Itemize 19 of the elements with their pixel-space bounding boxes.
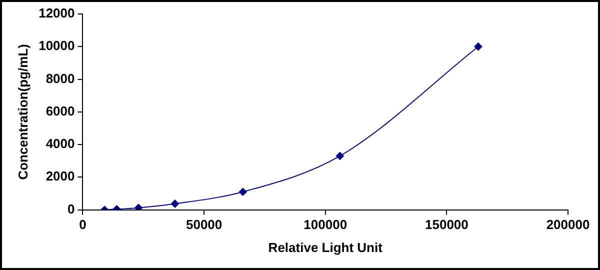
y-tick-label: 8000 [46,70,75,86]
y-tick-label: 10000 [38,38,75,54]
x-tick-label: 150000 [424,217,468,232]
y-axis-title: Concentration(pg/mL) [15,44,30,180]
y-tick-label: 0 [68,201,75,216]
y-tick-label: 2000 [46,168,75,184]
y-tick-label: 12000 [38,6,75,21]
y-tick-label: 4000 [46,136,75,152]
x-tick-label: 200000 [546,217,590,232]
point [238,188,247,196]
point [134,204,143,210]
point [474,42,482,51]
point [170,200,179,208]
x-axis-title: Relative Light Unit [268,240,384,255]
point [336,152,344,160]
x-tick-label: 100000 [304,217,348,232]
x-tick-label: 0 [79,217,86,232]
x-tick-label: 50000 [186,217,222,232]
y-tick-label: 6000 [46,103,75,118]
